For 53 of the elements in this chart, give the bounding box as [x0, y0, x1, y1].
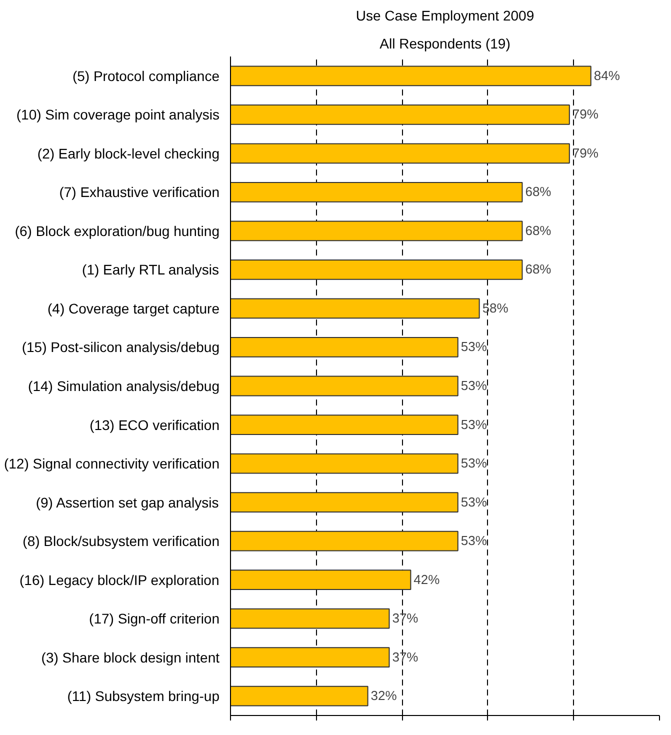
chart-subtitle: All Respondents (19) [380, 36, 510, 52]
data-label: 32% [370, 688, 398, 704]
bar [230, 66, 592, 86]
data-label: 68% [525, 222, 552, 238]
y-tick-label: (14) Simulation analysis/debug [28, 378, 220, 394]
data-label: 37% [392, 610, 419, 626]
bar [230, 608, 390, 629]
y-tick-label: (4) Coverage target capture [48, 300, 220, 316]
data-label: 79% [572, 145, 599, 160]
data-label: 68% [525, 262, 552, 277]
data-label: 53% [460, 494, 488, 510]
bar [230, 260, 523, 280]
y-tick-label: (6) Block exploration/bug hunting [14, 222, 220, 239]
bar [230, 570, 412, 590]
data-label: 42% [414, 572, 440, 587]
y-tick-label: (16) Legacy block/IP exploration [20, 572, 220, 588]
y-tick-label: (1) Early RTL analysis [82, 262, 219, 278]
bar [230, 686, 368, 706]
data-label: 68% [525, 184, 552, 200]
bar [230, 414, 458, 435]
data-label: 58% [482, 300, 509, 316]
y-tick-label: (17) Sign-off criterion [89, 610, 220, 627]
y-tick-label: (13) ECO verification [90, 416, 220, 433]
y-tick-label: (12) Signal connectivity verification [4, 456, 220, 472]
bar [230, 143, 570, 164]
y-tick-label: (9) Assertion set gap analysis [36, 494, 219, 510]
data-label: 53% [460, 456, 488, 471]
bar [230, 337, 458, 358]
data-label: 53% [460, 416, 488, 432]
data-label: 37% [392, 649, 419, 664]
data-label: 53% [460, 339, 488, 354]
y-tick-label: (15) Post-silicon analysis/debug [22, 339, 220, 356]
bar [230, 298, 480, 319]
data-label: 79% [572, 106, 599, 122]
y-tick-label: (3) Share block design intent [41, 649, 220, 666]
bar [230, 376, 458, 396]
bar [230, 220, 523, 242]
y-tick-label: (11) Subsystem bring-up [67, 688, 220, 704]
data-label: 53% [460, 533, 488, 548]
y-tick-label: (7) Exhaustive verification [59, 184, 220, 200]
y-tick-label: (10) Sim coverage point analysis [16, 106, 220, 123]
bar [230, 104, 570, 125]
bar [230, 182, 523, 202]
bar [230, 530, 458, 552]
bar [230, 647, 390, 668]
bar [230, 492, 458, 512]
y-tick-label: (2) Early block-level checking [37, 145, 220, 162]
y-tick-label: (8) Block/subsystem verification [22, 533, 220, 550]
data-label: 84% [594, 68, 620, 83]
chart-title: Use Case Employment 2009 [356, 8, 534, 24]
data-label: 53% [460, 378, 488, 393]
bar [230, 453, 458, 474]
y-tick-label: (5) Protocol compliance [72, 68, 220, 84]
